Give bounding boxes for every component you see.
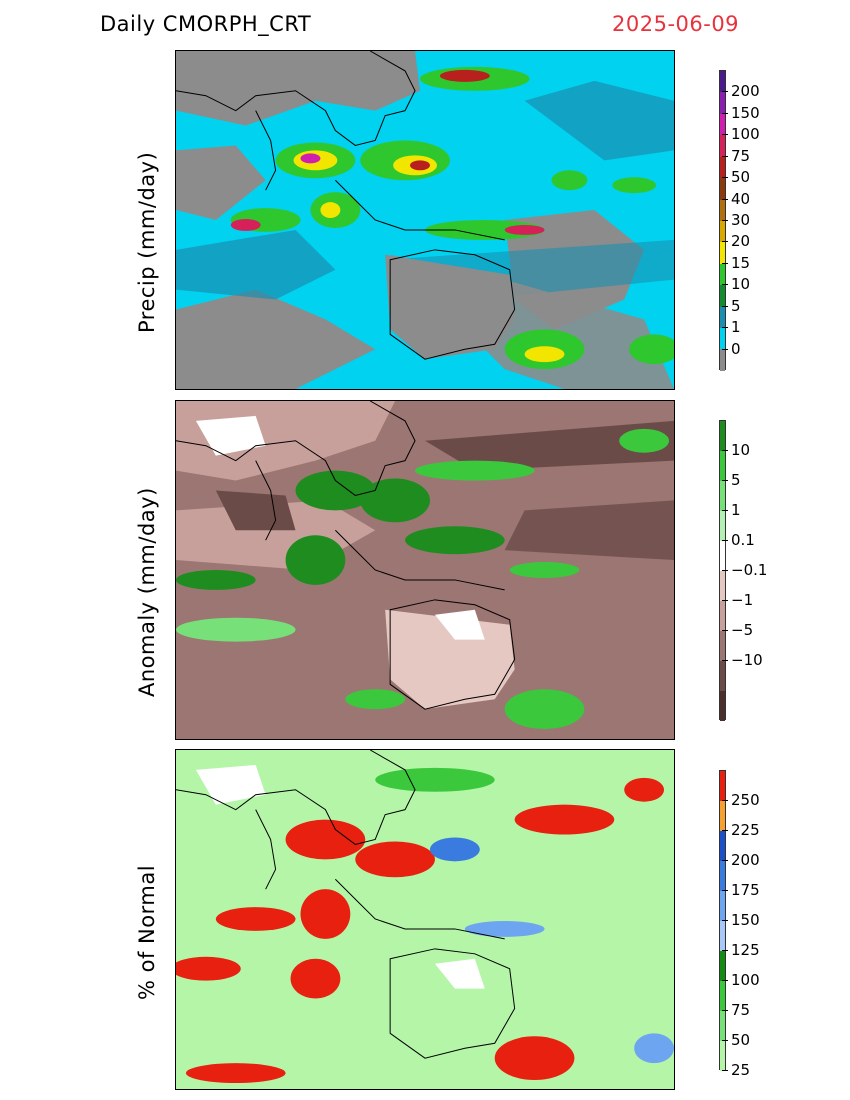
colorbar-swatch <box>720 981 725 1011</box>
colorbar-swatch <box>720 328 725 350</box>
colorbar-tick-label: 150 <box>722 911 760 929</box>
colorbar-tick-label: 30 <box>721 211 751 229</box>
colorbar-tick-label: 225 <box>722 821 760 839</box>
colorbar-tick-label: −0.1 <box>721 561 768 579</box>
colorbar-tick-label: 175 <box>722 881 760 899</box>
colorbar-tick-label: 250 <box>722 791 760 809</box>
colorbar-swatch <box>720 921 725 951</box>
colorbar-tick-label: 10 <box>721 441 751 459</box>
colorbar-tick-label: 5 <box>722 471 741 489</box>
percent-normal-axis-label: % of Normal <box>135 864 159 1000</box>
colorbar-swatch <box>720 156 725 179</box>
colorbar-tick-label: 125 <box>722 941 760 959</box>
colorbar-tick-label: 1 <box>722 501 741 519</box>
precip-axis-label: Precip (mm/day) <box>135 151 159 333</box>
colorbar-tick-label: 15 <box>721 253 751 272</box>
colorbar-tick-label: 1 <box>722 318 741 337</box>
colorbar-swatch <box>720 242 725 264</box>
colorbar-swatch <box>720 199 725 221</box>
colorbar-swatch <box>720 285 725 307</box>
percent-normal-map-panel <box>175 749 675 1090</box>
colorbar-swatch <box>720 801 725 831</box>
colorbar-tick-label: −1 <box>721 591 754 609</box>
colorbar-tick-label: 0.1 <box>722 531 755 549</box>
colorbar-swatch <box>720 263 725 286</box>
precip-map-panel <box>175 50 675 390</box>
colorbar-swatch <box>720 349 725 371</box>
colorbar-swatch <box>720 1011 725 1041</box>
colorbar-swatch <box>720 831 725 861</box>
colorbar-tick-label: −5 <box>721 621 754 639</box>
colorbar-tick-label: 100 <box>722 125 760 144</box>
colorbar-swatch <box>720 71 725 93</box>
colorbar-swatch <box>720 135 725 157</box>
colorbar-tick-label: 5 <box>722 296 741 315</box>
colorbar-tick-label: −10 <box>722 651 763 669</box>
colorbar-swatch <box>720 481 725 511</box>
colorbar-swatch <box>720 541 725 571</box>
percent-normal-map <box>176 750 674 1089</box>
colorbar-tick-label: 50 <box>721 168 751 187</box>
colorbar-swatch <box>720 451 725 481</box>
figure-date: 2025-06-09 <box>612 12 740 36</box>
colorbar-tick-label: 75 <box>721 146 751 165</box>
colorbar-tick-label: 20 <box>721 232 751 251</box>
colorbar-swatch <box>720 601 725 631</box>
colorbar-tick-label: 200 <box>722 82 760 101</box>
precip-map <box>176 51 674 389</box>
colorbar-swatch <box>720 511 725 541</box>
colorbar-tick-label: 150 <box>722 103 760 122</box>
colorbar-swatch <box>720 661 725 691</box>
colorbar-swatch <box>720 951 725 981</box>
colorbar-tick-label: 40 <box>721 189 751 208</box>
colorbar-swatch <box>720 113 725 136</box>
colorbar-swatch <box>720 891 725 921</box>
colorbar-tick-label: 10 <box>721 275 751 294</box>
colorbar-swatch <box>720 571 725 601</box>
colorbar-swatch <box>720 178 725 200</box>
colorbar-tick-label: 0 <box>722 339 741 358</box>
colorbar-tick-label: 25 <box>721 1061 751 1079</box>
colorbar-swatch <box>720 421 725 451</box>
anomaly-map <box>176 401 674 739</box>
colorbar-tick-label: 200 <box>722 851 760 869</box>
colorbar-swatch <box>720 631 725 661</box>
anomaly-map-panel <box>175 400 675 740</box>
colorbar-tick-label: 75 <box>721 1001 751 1019</box>
colorbar-tick-label: 50 <box>721 1031 751 1049</box>
colorbar-swatch <box>720 306 725 329</box>
colorbar-swatch <box>720 861 725 891</box>
colorbar-swatch <box>720 771 725 801</box>
colorbar-swatch <box>720 220 725 243</box>
colorbar-tick-label: 100 <box>722 971 760 989</box>
colorbar-swatch <box>720 92 725 114</box>
colorbar-swatch <box>720 691 725 721</box>
figure-title: Daily CMORPH_CRT <box>100 12 312 36</box>
colorbar-swatch <box>720 1041 725 1071</box>
anomaly-axis-label: Anomaly (mm/day) <box>135 487 159 697</box>
